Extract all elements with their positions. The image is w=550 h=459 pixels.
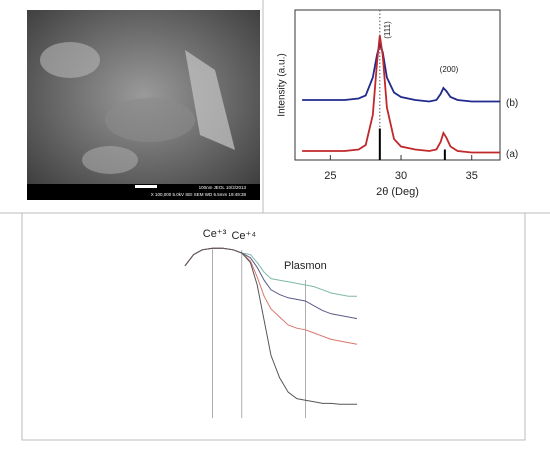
annotation: Ce⁺³ bbox=[203, 228, 227, 240]
data-line bbox=[184, 247, 357, 405]
series-label: (b) bbox=[506, 98, 518, 109]
annotation: (111) bbox=[383, 21, 392, 39]
data-line bbox=[302, 35, 500, 154]
info-strip bbox=[27, 184, 260, 200]
sem-image: 100nm JEOL 10/2/2013 X 100,000 5.0kV SEI… bbox=[27, 10, 260, 200]
y-axis-label: Intensity (a.u.) bbox=[277, 53, 288, 116]
particle bbox=[105, 98, 195, 142]
x-tick-label: 35 bbox=[466, 170, 478, 182]
annotation: Ce⁺⁴ bbox=[231, 230, 256, 242]
info-text: X 100,000 5.0kV SEI SEM WD 6.5mm 19:49:3… bbox=[151, 192, 247, 197]
plot-frame bbox=[294, 9, 501, 161]
x-axis-label: 2θ (Deg) bbox=[376, 186, 419, 198]
panel-frame bbox=[21, 212, 526, 441]
x-tick-label: 30 bbox=[395, 170, 407, 182]
series-label: (a) bbox=[506, 149, 518, 160]
x-tick-label: 25 bbox=[324, 170, 336, 182]
particle bbox=[185, 50, 235, 150]
info-text: 100nm JEOL 10/2/2013 bbox=[199, 185, 247, 190]
data-line bbox=[184, 247, 358, 345]
annotation: (200) bbox=[440, 65, 459, 74]
scale-bar bbox=[135, 185, 157, 188]
particle bbox=[82, 146, 138, 174]
data-line bbox=[302, 41, 500, 103]
particle bbox=[40, 42, 100, 78]
annotation: Plasmon bbox=[284, 260, 327, 272]
